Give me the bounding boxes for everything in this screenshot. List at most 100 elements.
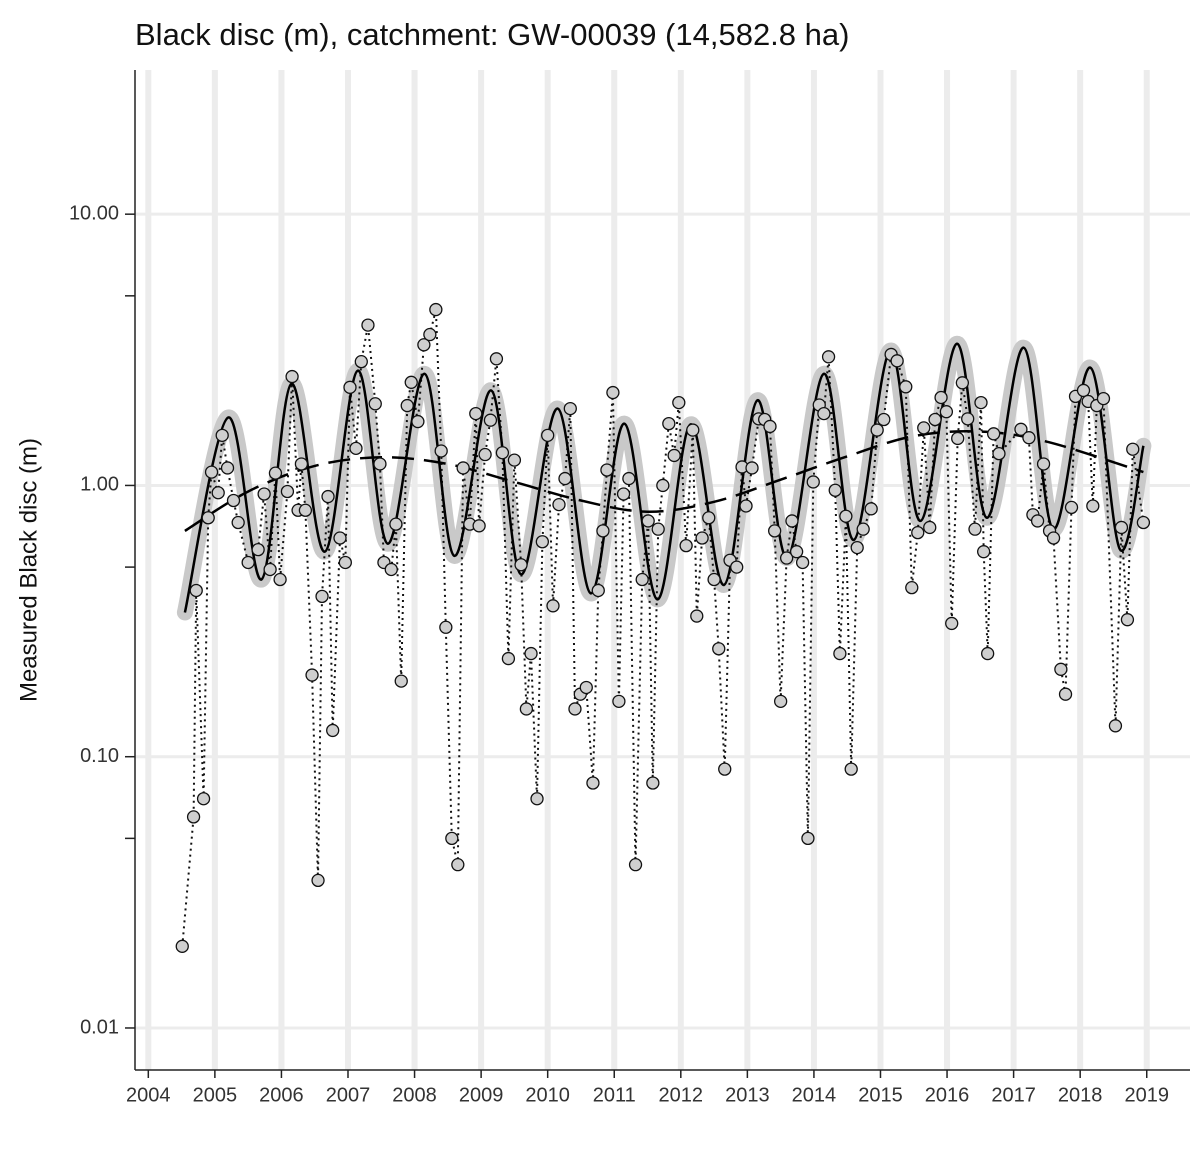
data-point bbox=[514, 558, 528, 572]
data-point bbox=[899, 380, 913, 394]
x-tick-label: 2011 bbox=[593, 1084, 636, 1106]
x-tick-label: 2016 bbox=[925, 1084, 970, 1106]
data-point bbox=[384, 562, 398, 577]
data-point bbox=[917, 421, 931, 435]
data-point bbox=[635, 572, 649, 587]
data-point bbox=[911, 525, 925, 540]
data-point bbox=[489, 352, 504, 366]
data-point bbox=[546, 599, 560, 613]
data-point bbox=[469, 406, 483, 421]
data-point bbox=[563, 401, 577, 416]
data-point bbox=[226, 493, 241, 508]
data-point bbox=[568, 702, 582, 716]
data-point bbox=[1022, 431, 1036, 445]
x-tick-label: 2015 bbox=[858, 1084, 903, 1106]
data-point bbox=[656, 478, 670, 493]
data-point bbox=[404, 375, 418, 389]
data-point bbox=[231, 515, 245, 530]
data-point bbox=[215, 428, 229, 442]
data-point bbox=[196, 792, 211, 806]
data-point bbox=[483, 413, 498, 427]
data-point bbox=[552, 497, 566, 512]
data-point bbox=[400, 398, 414, 413]
data-point bbox=[251, 542, 265, 557]
y-tick-label: 0.10 bbox=[80, 745, 119, 767]
data-point bbox=[241, 555, 255, 570]
data-point bbox=[596, 524, 610, 538]
x-tick-label: 2009 bbox=[459, 1084, 504, 1106]
data-point bbox=[945, 616, 959, 631]
data-point bbox=[968, 522, 982, 536]
data-point bbox=[1014, 422, 1028, 436]
data-point bbox=[280, 484, 295, 499]
x-tick-label: 2017 bbox=[991, 1084, 1036, 1106]
data-point bbox=[844, 762, 858, 776]
data-point bbox=[612, 694, 626, 708]
data-point bbox=[622, 471, 636, 486]
y-tick-label: 10.00 bbox=[69, 202, 119, 224]
data-point bbox=[1036, 457, 1051, 471]
data-point bbox=[779, 551, 794, 565]
data-point bbox=[507, 453, 522, 467]
data-point bbox=[730, 560, 744, 574]
data-point bbox=[785, 514, 799, 528]
data-point bbox=[1136, 515, 1151, 530]
data-point bbox=[817, 406, 831, 421]
data-point bbox=[285, 369, 299, 384]
data-point bbox=[768, 524, 782, 538]
data-point bbox=[1108, 719, 1123, 733]
data-point bbox=[305, 668, 319, 682]
data-point bbox=[686, 423, 700, 437]
data-point bbox=[530, 792, 544, 806]
x-tick-label: 2008 bbox=[392, 1084, 437, 1106]
data-point bbox=[186, 810, 201, 824]
data-point bbox=[600, 463, 614, 477]
chart-title: Black disc (m), catchment: GW-00039 (14,… bbox=[135, 17, 849, 52]
data-point bbox=[1126, 442, 1140, 456]
data-point bbox=[679, 538, 693, 553]
data-point bbox=[833, 646, 847, 661]
data-point bbox=[368, 397, 382, 411]
y-axis-label: Measured Black disc (m) bbox=[15, 438, 42, 702]
data-point bbox=[175, 939, 189, 953]
data-point bbox=[478, 447, 492, 462]
data-point bbox=[986, 427, 1001, 441]
data-point bbox=[628, 858, 643, 872]
data-point bbox=[211, 486, 225, 500]
data-point bbox=[338, 555, 352, 570]
data-point bbox=[646, 776, 660, 790]
data-point bbox=[839, 509, 853, 523]
data-point bbox=[806, 475, 820, 489]
data-point bbox=[773, 694, 788, 708]
x-tick-label: 2007 bbox=[326, 1084, 371, 1106]
data-point bbox=[1054, 662, 1068, 676]
data-point bbox=[1114, 520, 1129, 535]
data-point bbox=[856, 522, 870, 536]
data-point bbox=[298, 503, 313, 517]
data-point bbox=[586, 776, 600, 790]
data-point bbox=[257, 487, 271, 501]
data-point bbox=[579, 680, 593, 695]
data-point bbox=[326, 723, 340, 738]
data-point bbox=[519, 702, 534, 716]
data-point bbox=[1076, 383, 1091, 398]
data-point bbox=[373, 457, 387, 471]
data-point bbox=[739, 499, 753, 513]
data-point bbox=[951, 431, 965, 446]
data-point bbox=[220, 461, 235, 475]
data-point bbox=[349, 441, 363, 456]
data-point bbox=[992, 446, 1006, 461]
data-point bbox=[651, 522, 665, 536]
data-point bbox=[923, 520, 937, 535]
data-point bbox=[1030, 514, 1045, 528]
data-point bbox=[977, 545, 991, 559]
data-point bbox=[850, 540, 864, 555]
data-point bbox=[315, 589, 329, 604]
data-point bbox=[434, 444, 448, 458]
data-point bbox=[263, 562, 277, 577]
data-point bbox=[821, 350, 836, 364]
data-point bbox=[429, 302, 443, 317]
data-point bbox=[524, 646, 538, 661]
data-point bbox=[961, 412, 975, 426]
data-point bbox=[541, 428, 555, 442]
